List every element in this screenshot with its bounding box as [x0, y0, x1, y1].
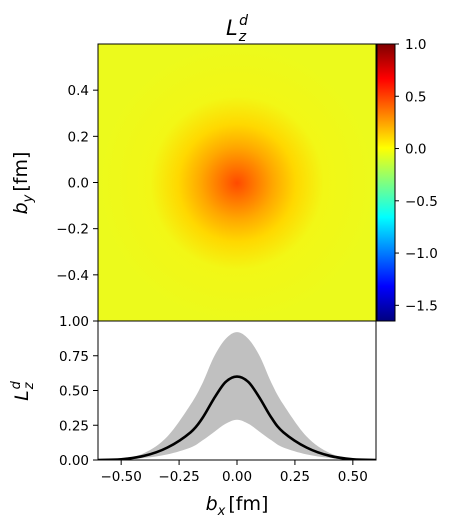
- colorbar-tick-label: 0.5: [405, 89, 426, 105]
- heatmap-y-ticks: 0.4 0.2 0.0 −0.2 −0.4: [56, 83, 98, 284]
- line-y-tick-label: 0.75: [59, 349, 89, 365]
- line-x-tick-label: −0.50: [100, 469, 141, 485]
- heatmap-y-tick-label: 0.4: [68, 83, 89, 99]
- line-panel: 1.00 0.75 0.50 0.25 0.00 −0.50 −0.25 0.00 0.25 0…: [9, 314, 377, 519]
- central-curve: [98, 375, 376, 460]
- line-ylabel: Lzd: [9, 380, 37, 400]
- colorbar-tick-label: −1.0: [405, 246, 438, 262]
- heatmap-title: Lzd: [226, 13, 248, 45]
- line-y-ticks: 1.00 0.75 0.50 0.25 0.00: [59, 314, 98, 469]
- colorbar-tick-label: 0.0: [405, 142, 426, 158]
- heatmap-y-tick-label: 0.2: [68, 129, 89, 145]
- heatmap-panel: Lzd by[fm] 0.4 0.2 0.0 −0.2 −0.4: [10, 13, 377, 322]
- colorbar-scale: [376, 43, 396, 322]
- line-y-tick-label: 0.00: [59, 453, 89, 469]
- colorbar: 1.0 0.5 0.0 −0.5 −1.0 −1.5: [376, 37, 438, 322]
- heatmap-ylabel: by[fm]: [10, 152, 36, 215]
- heatmap-y-tick-label: −0.2: [56, 222, 89, 238]
- line-x-tick-label: 0.50: [338, 469, 368, 485]
- heatmap-y-tick-label: 0.0: [68, 176, 89, 192]
- line-y-tick-label: 0.25: [59, 418, 89, 434]
- line-x-tick-label: 0.25: [280, 469, 310, 485]
- line-xlabel: bx [fm]: [206, 493, 269, 519]
- uncertainty-band: [98, 332, 376, 460]
- colorbar-ticks: 1.0 0.5 0.0 −0.5 −1.0 −1.5: [395, 37, 438, 314]
- heatmap-y-tick-label: −0.4: [56, 268, 89, 284]
- line-x-tick-label: −0.25: [158, 469, 199, 485]
- line-y-tick-label: 1.00: [59, 314, 89, 330]
- line-x-tick-label: 0.00: [222, 469, 252, 485]
- line-y-tick-label: 0.50: [59, 384, 89, 400]
- colorbar-tick-label: −0.5: [405, 194, 438, 210]
- heatmap-image: [98, 44, 376, 321]
- line-x-ticks: −0.50 −0.25 0.00 0.25 0.50: [100, 460, 368, 485]
- colorbar-tick-label: −1.5: [405, 298, 438, 314]
- colorbar-tick-label: 1.0: [405, 37, 426, 53]
